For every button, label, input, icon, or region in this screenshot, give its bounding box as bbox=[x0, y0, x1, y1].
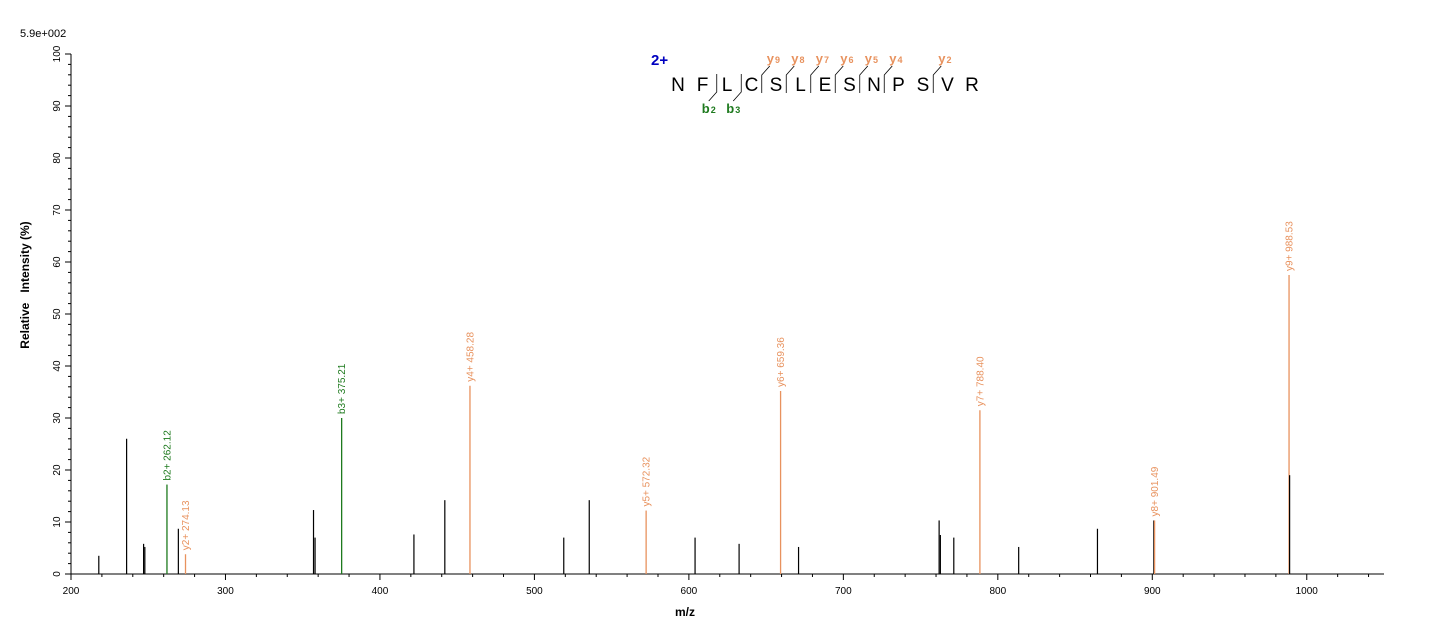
y-tick-label: 0 bbox=[52, 571, 63, 577]
y-tick-label: 70 bbox=[52, 204, 63, 216]
b-ion-label: b3+ 375.21 bbox=[337, 363, 348, 414]
residue: V bbox=[941, 75, 954, 96]
y-cleavage-mark bbox=[785, 65, 795, 93]
y-cleavage-mark bbox=[810, 65, 820, 93]
residue: P bbox=[892, 75, 905, 96]
residue: S bbox=[917, 75, 930, 96]
b-ion-label: b2+ 262.12 bbox=[162, 430, 173, 481]
y-ion-annotation: y8 bbox=[791, 51, 804, 66]
x-tick-label: 300 bbox=[217, 586, 234, 597]
y-tick-label: 100 bbox=[52, 45, 63, 62]
x-tick-label: 600 bbox=[681, 586, 698, 597]
x-axis-title: m/z bbox=[675, 605, 695, 619]
x-tick-label: 700 bbox=[835, 586, 852, 597]
b-cleavage-mark bbox=[708, 74, 718, 102]
y-ion-annotation: y4 bbox=[889, 51, 902, 66]
y-tick-label: 10 bbox=[52, 516, 63, 528]
y-ion-label: y5+ 572.32 bbox=[642, 456, 653, 506]
y-axis-title: Relative Intensity (%) bbox=[18, 221, 32, 348]
b-ion-annotation: b2 bbox=[702, 101, 716, 116]
residue: E bbox=[819, 75, 832, 96]
intensity-scale-label: 5.9e+002 bbox=[20, 28, 66, 40]
y-ion-label: y8+ 901.49 bbox=[1150, 466, 1161, 516]
y-cleavage-mark bbox=[932, 65, 942, 93]
residue: S bbox=[843, 75, 856, 96]
peak-labels: b2+ 262.12 y2+ 274.13 b3+ 375.21 y4+ 458.28… bbox=[162, 221, 1295, 550]
y-cleavage-mark bbox=[761, 65, 771, 93]
axes: 200 300 400 500 600 700 800 900 1000 0 10 20 30 40 50 6… bbox=[52, 45, 1384, 597]
y-ion-annotation: y7 bbox=[816, 51, 829, 66]
y-tick-label: 20 bbox=[52, 464, 63, 476]
x-tick-label: 400 bbox=[372, 586, 389, 597]
y-tick-label: 60 bbox=[52, 256, 63, 268]
b-cleavage-mark bbox=[732, 74, 742, 102]
residue: F bbox=[697, 75, 709, 96]
residue: N bbox=[671, 75, 685, 96]
residue: L bbox=[795, 75, 806, 96]
residue: R bbox=[965, 75, 979, 96]
y-tick-label: 50 bbox=[52, 308, 63, 320]
y-cleavage-mark bbox=[883, 65, 893, 93]
residue: C bbox=[745, 75, 759, 96]
x-tick-label: 200 bbox=[63, 586, 80, 597]
y-tick-label: 30 bbox=[52, 412, 63, 424]
y-ion-label: y7+ 788.40 bbox=[975, 356, 986, 406]
y-ion-label: y6+ 659.36 bbox=[776, 337, 787, 387]
y-ion-annotation: y9 bbox=[767, 51, 780, 66]
y-ion-annotation: y6 bbox=[840, 51, 853, 66]
y-cleavage-mark bbox=[834, 65, 844, 93]
residue: S bbox=[770, 75, 783, 96]
x-tick-label: 1000 bbox=[1296, 586, 1319, 597]
y-tick-label: 80 bbox=[52, 152, 63, 164]
y-ion-label: y9+ 988.53 bbox=[1285, 221, 1296, 271]
y-ion-label: y2+ 274.13 bbox=[181, 500, 192, 550]
y-ion-label: y4+ 458.28 bbox=[465, 332, 476, 382]
x-tick-label: 500 bbox=[526, 586, 543, 597]
y-tick-label: 40 bbox=[52, 360, 63, 372]
x-tick-label: 900 bbox=[1144, 586, 1161, 597]
y-cleavage-mark bbox=[859, 65, 869, 93]
y-ion-annotation: y5 bbox=[865, 51, 878, 66]
x-tick-label: 800 bbox=[989, 586, 1006, 597]
y-tick-label: 90 bbox=[52, 100, 63, 112]
b-ion-annotation: b3 bbox=[726, 101, 740, 116]
peaks bbox=[98, 275, 1291, 574]
residue: N bbox=[867, 75, 881, 96]
charge-state: 2+ bbox=[651, 52, 668, 69]
residue: L bbox=[722, 75, 733, 96]
y-ion-annotation: y2 bbox=[938, 51, 951, 66]
